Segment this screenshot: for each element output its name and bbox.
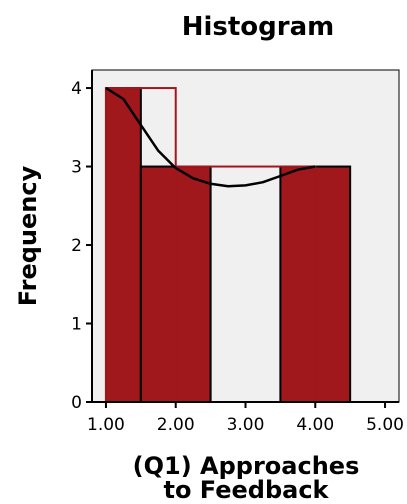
normal-curve-layer <box>105 87 316 188</box>
axes: 0 1 2 3 4 1.00 2.00 3.00 4.00 5.00 <box>71 70 404 435</box>
histogram-bar-1 <box>104 87 142 404</box>
x-tick-label: 3.00 <box>227 415 265 435</box>
y-tick-label: 3 <box>71 158 82 178</box>
y-axis-label: Frequency <box>14 165 42 306</box>
y-tick-label: 0 <box>71 393 82 413</box>
x-axis-label-line-2: to Feedback <box>163 476 329 504</box>
chart-title: Histogram <box>182 12 335 42</box>
x-tick-label: 4.00 <box>296 415 334 435</box>
x-tick-label: 5.00 <box>366 415 404 435</box>
x-tick-label: 2.00 <box>157 415 195 435</box>
normal-curve <box>105 87 316 188</box>
y-tick-label: 4 <box>71 79 82 99</box>
y-tick-label: 1 <box>71 315 82 335</box>
x-axis-label-line-1: (Q1) Approaches <box>133 452 360 480</box>
x-tick-label: 1.00 <box>87 415 125 435</box>
y-tick-label: 2 <box>71 236 82 256</box>
